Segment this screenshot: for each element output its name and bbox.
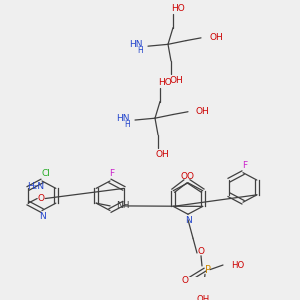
Text: O: O <box>187 172 194 181</box>
Text: O: O <box>38 194 45 203</box>
Text: OH: OH <box>169 76 183 85</box>
Text: OH: OH <box>196 295 210 300</box>
Text: H: H <box>124 120 130 129</box>
Text: OH: OH <box>196 107 210 116</box>
Text: P: P <box>205 265 211 275</box>
Text: O: O <box>180 172 187 181</box>
Text: N: N <box>39 212 45 221</box>
Text: HO: HO <box>158 78 172 87</box>
Text: HN: HN <box>130 40 143 49</box>
Text: N: N <box>184 216 191 225</box>
Text: HO: HO <box>231 260 244 269</box>
Text: O: O <box>182 276 188 285</box>
Text: F: F <box>242 161 247 170</box>
Text: O: O <box>197 247 205 256</box>
Text: OH: OH <box>209 33 223 42</box>
Text: Cl: Cl <box>42 169 50 178</box>
Text: OH: OH <box>156 150 170 159</box>
Text: NH: NH <box>116 201 130 210</box>
Text: HO: HO <box>171 4 185 13</box>
Text: F: F <box>110 169 115 178</box>
Text: H₂N: H₂N <box>27 182 44 191</box>
Text: HN: HN <box>116 114 130 123</box>
Text: H: H <box>137 46 143 55</box>
